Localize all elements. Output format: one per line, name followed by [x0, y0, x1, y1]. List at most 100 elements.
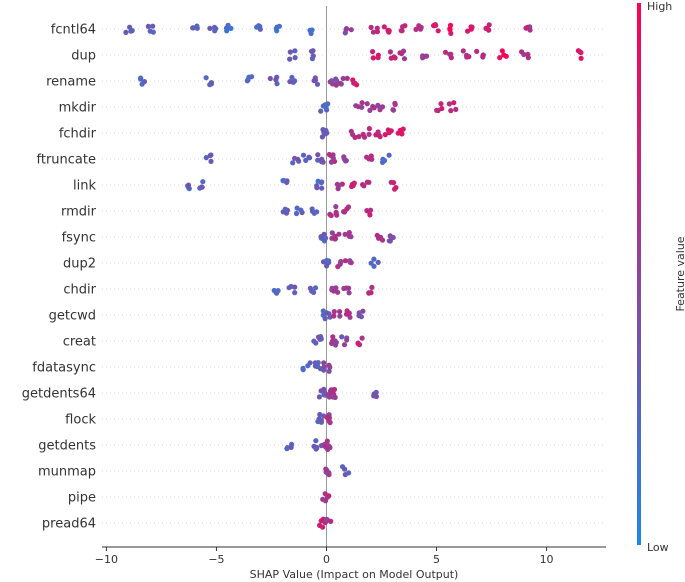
- shap-point: [318, 108, 324, 114]
- shap-point: [207, 25, 213, 31]
- shap-point: [346, 470, 352, 476]
- shap-point: [397, 127, 403, 133]
- shap-point: [370, 55, 376, 61]
- shap-point: [346, 290, 352, 296]
- shap-point: [388, 128, 394, 134]
- shap-point: [356, 134, 362, 140]
- shap-point: [446, 101, 452, 107]
- shap-point: [319, 156, 325, 162]
- x-tick-label: 10: [540, 553, 554, 566]
- shap-point: [401, 56, 408, 62]
- colorbar-low-label: Low: [647, 541, 669, 554]
- feature-label: mkdir: [59, 101, 97, 116]
- shap-point: [499, 48, 505, 54]
- shap-point: [386, 152, 392, 158]
- shap-point: [483, 25, 489, 31]
- x-tick-label: −10: [95, 553, 118, 566]
- shap-point: [352, 134, 358, 140]
- shap-point: [399, 28, 405, 34]
- shap-point: [332, 233, 338, 239]
- shap-point: [328, 159, 334, 165]
- shap-point: [342, 466, 348, 472]
- shap-point: [577, 49, 583, 55]
- feature-label: fcntl64: [51, 23, 96, 38]
- shap-point: [336, 231, 342, 237]
- feature-label: fsync: [62, 231, 96, 246]
- shap-point: [371, 256, 377, 262]
- shap-point: [341, 154, 347, 160]
- shap-point: [420, 53, 426, 59]
- shap-point: [359, 104, 365, 110]
- shap-point: [312, 77, 318, 83]
- shap-point: [311, 289, 317, 295]
- colorbar-high-label: High: [647, 0, 672, 13]
- shap-point: [351, 180, 357, 186]
- shap-point: [416, 23, 422, 29]
- shap-point: [447, 27, 453, 33]
- shap-point: [300, 152, 307, 158]
- shap-point: [310, 48, 316, 54]
- shap-point: [318, 388, 324, 394]
- shap-point: [336, 182, 342, 188]
- feature-label: creat: [63, 335, 96, 350]
- shap-point: [289, 441, 295, 447]
- shap-point: [330, 394, 336, 400]
- shap-point: [293, 210, 300, 217]
- shap-point: [381, 158, 388, 164]
- shap-point: [292, 284, 298, 290]
- shap-point: [331, 309, 337, 315]
- shap-point: [497, 55, 503, 61]
- shap-point: [344, 75, 350, 81]
- shap-point: [333, 82, 339, 88]
- shap-point: [392, 100, 398, 106]
- shap-point: [324, 415, 330, 421]
- feature-label: dup: [71, 49, 96, 64]
- x-tick-label: −5: [208, 553, 224, 566]
- shap-point: [327, 364, 333, 370]
- shap-point: [314, 209, 320, 215]
- shap-point: [324, 130, 330, 136]
- shap-point: [257, 26, 263, 32]
- shap-point: [321, 392, 327, 398]
- shap-point: [316, 416, 322, 422]
- shap-point: [361, 134, 368, 140]
- shap-point: [289, 74, 295, 80]
- shap-point: [366, 290, 372, 296]
- shap-point: [480, 54, 486, 60]
- shap-point: [368, 260, 374, 266]
- shap-point: [373, 389, 379, 395]
- x-axis-title: SHAP Value (Impact on Model Output): [250, 568, 459, 581]
- shap-point: [464, 54, 470, 60]
- shap-point: [343, 26, 350, 32]
- shap-point: [330, 387, 336, 393]
- shap-point: [474, 48, 480, 55]
- shap-point: [434, 107, 440, 113]
- shap-point: [370, 49, 376, 55]
- shap-point: [150, 23, 156, 29]
- x-axis: −10 −5 0 5 10: [95, 546, 606, 566]
- shap-point: [341, 209, 347, 215]
- feature-label: dup2: [63, 257, 96, 272]
- shap-point: [145, 23, 151, 29]
- shap-point: [321, 367, 327, 373]
- feature-label: rename: [46, 75, 96, 90]
- shap-point: [364, 101, 370, 107]
- shap-point: [320, 127, 326, 133]
- shap-point: [342, 258, 348, 264]
- shap-point: [370, 29, 376, 35]
- shap-point: [439, 105, 445, 112]
- shap-point: [326, 443, 332, 449]
- shap-point: [294, 205, 300, 211]
- shap-point: [328, 212, 334, 219]
- shap-point: [274, 81, 280, 87]
- shap-point: [342, 30, 348, 36]
- feature-label: chdir: [63, 283, 96, 298]
- shap-point: [376, 235, 382, 241]
- shap-point: [287, 49, 293, 55]
- shap-point: [138, 75, 144, 81]
- shap-point: [331, 313, 337, 319]
- shap-point: [356, 342, 363, 348]
- shap-point: [413, 26, 419, 32]
- shap-point: [438, 101, 444, 107]
